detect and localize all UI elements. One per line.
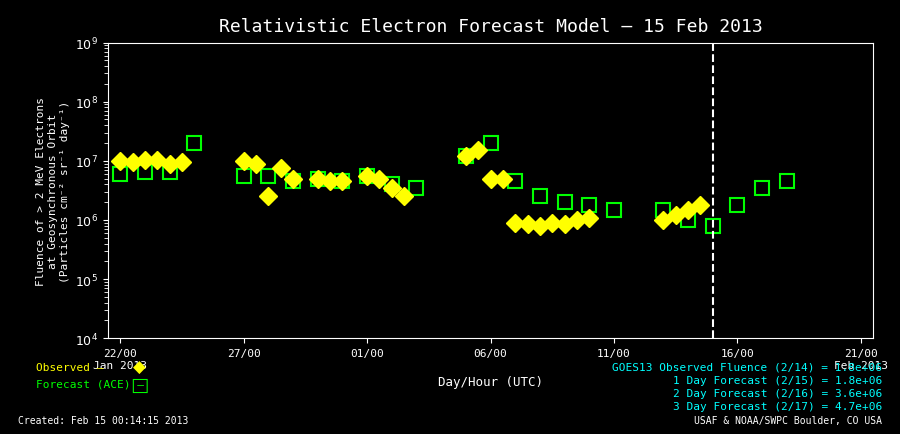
Text: USAF & NOAA/SWPC Boulder, CO USA: USAF & NOAA/SWPC Boulder, CO USA [694, 415, 882, 425]
Text: ◆: ◆ [133, 358, 146, 376]
Title: Relativistic Electron Forecast Model – 15 Feb 2013: Relativistic Electron Forecast Model – 1… [219, 18, 762, 36]
Text: □: □ [130, 375, 148, 394]
Text: GOES13 Observed Fluence (2/14) = 1.8e+06: GOES13 Observed Fluence (2/14) = 1.8e+06 [612, 362, 882, 372]
Text: 3 Day Forecast (2/17) = 4.7e+06: 3 Day Forecast (2/17) = 4.7e+06 [673, 401, 882, 411]
Y-axis label: Fluence of > 2 MeV Electrons
at Geosynchronous Orbit
(Particles cm⁻² sr⁻¹ day⁻¹): Fluence of > 2 MeV Electrons at Geosynch… [37, 97, 69, 285]
Text: 2 Day Forecast (2/16) = 3.6e+06: 2 Day Forecast (2/16) = 3.6e+06 [673, 388, 882, 398]
Text: Created: Feb 15 00:14:15 2013: Created: Feb 15 00:14:15 2013 [18, 415, 188, 425]
Text: 1 Day Forecast (2/15) = 1.8e+06: 1 Day Forecast (2/15) = 1.8e+06 [673, 375, 882, 385]
Text: Forecast (ACE) –: Forecast (ACE) – [36, 379, 144, 389]
Text: Observed –: Observed – [36, 362, 104, 372]
X-axis label: Day/Hour (UTC): Day/Hour (UTC) [438, 375, 543, 388]
